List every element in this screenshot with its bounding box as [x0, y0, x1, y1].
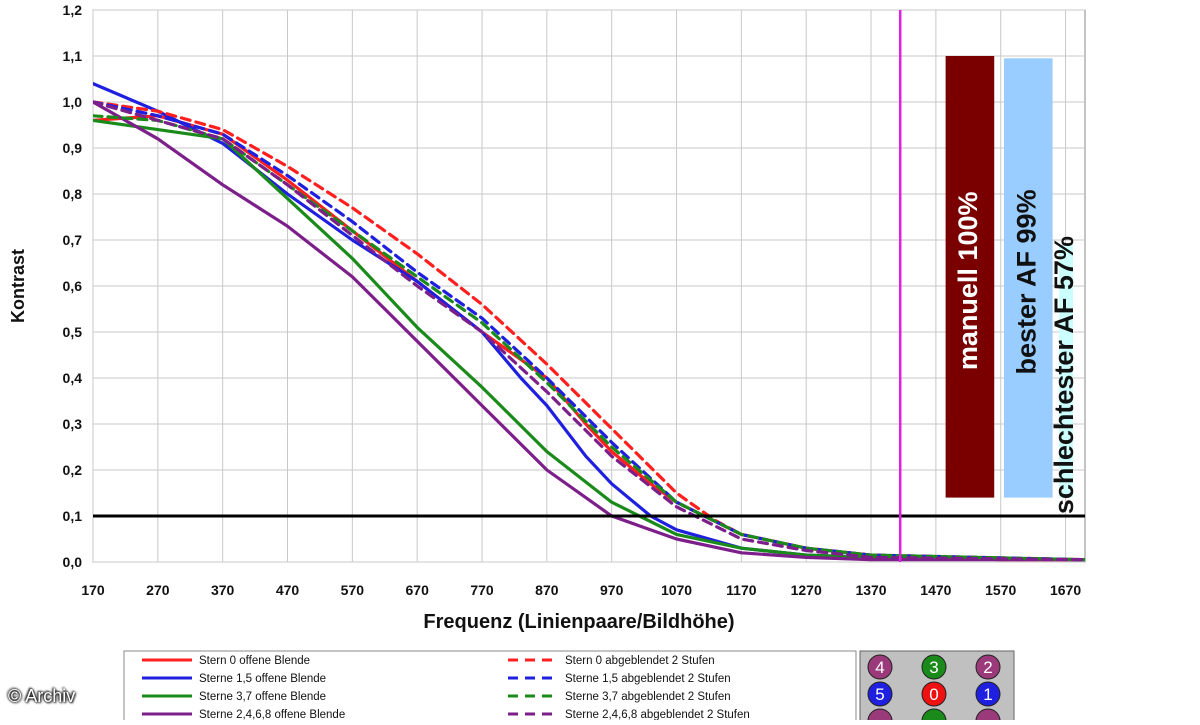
x-tick-label: 1270 — [791, 582, 822, 598]
star-position-dot — [867, 654, 893, 680]
af-bar — [1003, 58, 1053, 498]
star-position-label: 4 — [875, 658, 884, 677]
x-tick-label: 770 — [470, 582, 494, 598]
legend-label: Stern 0 abgeblendet 2 Stufen — [565, 655, 715, 667]
af-bar — [945, 56, 995, 498]
y-tick-label: 1,0 — [63, 94, 83, 110]
x-tick-label: 670 — [406, 582, 430, 598]
y-tick-label: 0,1 — [63, 508, 83, 524]
y-tick-label: 0,4 — [63, 370, 83, 386]
series-line — [93, 100, 1085, 562]
star-position-label: 0 — [929, 685, 938, 704]
y-tick-label: 1,2 — [63, 2, 83, 18]
legend-label: Sterne 1,5 offene Blende — [199, 673, 326, 685]
x-tick-label: 1470 — [920, 582, 951, 598]
x-tick-label: 1570 — [985, 582, 1016, 598]
y-tick-label: 1,1 — [63, 48, 83, 64]
x-tick-label: 1370 — [855, 582, 886, 598]
copyright-label: © Archiv — [8, 686, 76, 706]
legend-label: Sterne 2,4,6,8 offene Blende — [199, 709, 345, 720]
star-position-dot — [921, 681, 947, 707]
legend-label: Stern 0 offene Blende — [199, 655, 310, 667]
x-tick-label: 970 — [600, 582, 624, 598]
x-tick-label: 170 — [81, 582, 105, 598]
y-tick-label: 0,8 — [63, 186, 83, 202]
star-position-dot — [975, 681, 1001, 707]
star-position-label: 2 — [983, 658, 992, 677]
y-tick-label: 0,5 — [63, 324, 83, 340]
x-axis-label: Frequenz (Linienpaare/Bildhöhe) — [423, 611, 734, 633]
y-tick-label: 0,6 — [63, 278, 83, 294]
series-line — [93, 114, 1085, 562]
series-line — [93, 100, 1085, 562]
star-position-dot — [921, 654, 947, 680]
x-tick-label: 1070 — [661, 582, 692, 598]
y-tick-label: 0,0 — [63, 554, 83, 570]
x-tick-label: 1670 — [1050, 582, 1081, 598]
y-tick-label: 0,7 — [63, 232, 83, 248]
series-line — [93, 100, 1085, 562]
af-bar — [1059, 244, 1073, 498]
af-bar-label: manuell 100% — [953, 192, 983, 371]
legend-label: Sterne 3,7 offene Blende — [199, 691, 326, 703]
y-tick-label: 0,3 — [63, 416, 83, 432]
star-position-label: 3 — [929, 658, 938, 677]
series-line — [93, 118, 1085, 562]
star-position-label: 5 — [875, 685, 884, 704]
x-tick-label: 870 — [535, 582, 559, 598]
x-tick-label: 570 — [341, 582, 365, 598]
x-tick-label: 370 — [211, 582, 235, 598]
star-position-dot — [975, 654, 1001, 680]
legend-label: Sterne 3,7 abgeblendet 2 Stufen — [565, 691, 731, 703]
y-tick-label: 0,2 — [63, 462, 83, 478]
x-tick-label: 1170 — [726, 582, 757, 598]
legend-label: Sterne 1,5 abgeblendet 2 Stufen — [565, 673, 731, 685]
y-axis-label: Kontrast — [8, 249, 28, 323]
legend-box — [123, 650, 857, 725]
star-position-dot — [867, 681, 893, 707]
legend-label: Sterne 2,4,6,8 abgeblendet 2 Stufen — [565, 709, 750, 720]
y-tick-label: 0,9 — [63, 140, 83, 156]
star-position-label: 1 — [983, 685, 992, 704]
x-tick-label: 270 — [146, 582, 170, 598]
x-tick-label: 470 — [276, 582, 300, 598]
af-bar-label: schlechtester AF 57% — [1049, 236, 1079, 514]
af-bar-label: bester AF 99% — [1011, 189, 1041, 374]
